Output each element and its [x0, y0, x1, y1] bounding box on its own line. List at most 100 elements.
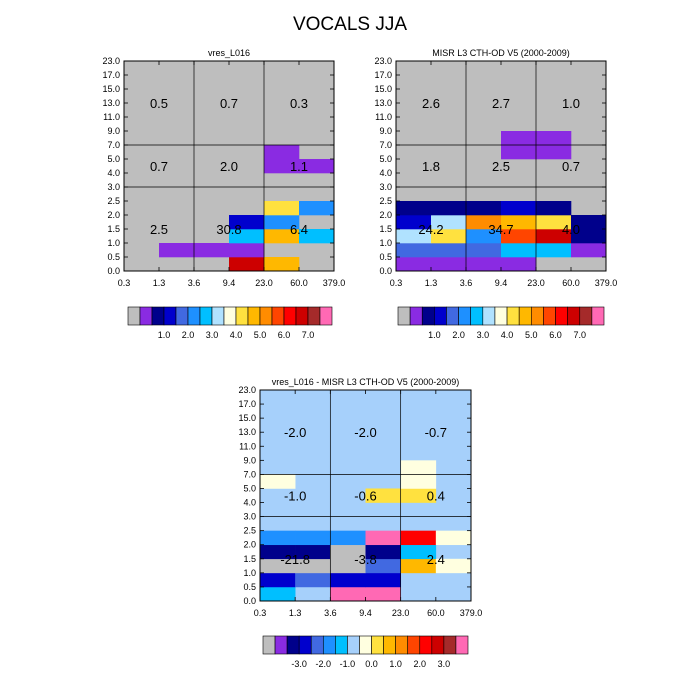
box-summary-label: -2.0: [354, 425, 376, 440]
box-summary-label: 0.4: [427, 489, 445, 504]
heatmap-cell: [229, 229, 265, 244]
heatmap-cell: [466, 215, 502, 230]
heatmap-cell: [365, 544, 401, 560]
colorbar-swatch: [187, 306, 201, 326]
heatmap-cell: [571, 243, 607, 258]
y-tick-label: 11.0: [239, 441, 256, 451]
y-tick-label: 0.5: [243, 582, 256, 592]
colorbar-swatch: [211, 306, 225, 326]
y-tick-label: 13.0: [102, 98, 120, 108]
heatmap-cell: [260, 572, 296, 588]
box-summary-label: 0.7: [150, 159, 168, 174]
colorbar-swatch: [443, 635, 457, 655]
heatmap-cell: [260, 530, 296, 546]
colorbar-swatch: [470, 306, 484, 326]
colorbar-swatch: [530, 306, 544, 326]
heatmap-cell: [260, 586, 296, 602]
heatmap-cell: [365, 586, 401, 602]
heatmap-cell: [396, 229, 432, 244]
colorbar-swatch: [518, 306, 532, 326]
colorbar-label: 3.0: [438, 659, 451, 669]
box-summary-label: -0.7: [425, 425, 447, 440]
colorbar-swatch: [175, 306, 189, 326]
y-tick-label: 2.0: [379, 210, 392, 220]
box-summary-label: -3.8: [354, 552, 376, 567]
box-summary-label: 2.6: [422, 96, 440, 111]
heatmap-cell: [295, 558, 331, 574]
heatmap-cell: [431, 201, 467, 216]
panel-diff: 0.3 1.3 3.6 9.4 23.0 60.0 379.0 0.0 0.5 1.0 1.5 2.0…: [238, 377, 482, 669]
heatmap-cell: [264, 229, 300, 244]
heatmap-cell: [431, 257, 467, 272]
y-tick-label: 1.5: [107, 224, 120, 234]
heatmap-cell: [330, 530, 366, 546]
x-tick-label: 9.4: [223, 278, 236, 288]
x-tick-label: 1.3: [153, 278, 166, 288]
x-tick-label: 379.0: [460, 608, 483, 618]
box-summary-label: 2.0: [220, 159, 238, 174]
heatmap-cell: [400, 460, 437, 475]
heatmap-cell: [330, 544, 366, 560]
heatmap-cell: [501, 229, 537, 244]
x-tick-label: 60.0: [290, 278, 308, 288]
heatmap-cell: [365, 488, 401, 503]
y-tick-label: 4.0: [243, 498, 256, 508]
heatmap-cell: [365, 530, 401, 546]
heatmap-cell: [571, 215, 607, 230]
panels: 0.3 1.3 3.6 9.4 23.0 60.0 379.0 0.0 0.5 1.0 1.5 2.0…: [102, 48, 617, 669]
box-summary-label: 24.2: [418, 222, 443, 237]
y-tick-label: 3.0: [107, 182, 120, 192]
colorbar-swatch: [283, 306, 297, 326]
heatmap-cell: [194, 243, 230, 258]
colorbar-swatch: [395, 635, 409, 655]
box-summary-label: 2.5: [492, 159, 510, 174]
heatmap-cell: [466, 201, 502, 216]
colorbar-swatch: [151, 306, 165, 326]
colorbar-label: 1.0: [158, 330, 171, 340]
colorbar-swatch: [579, 306, 593, 326]
heatmap-cell: [536, 131, 572, 146]
heatmap-cell: [400, 488, 437, 503]
y-tick-label: 5.0: [107, 154, 120, 164]
colorbar-label: 4.0: [230, 330, 243, 340]
y-tick-label: 0.0: [107, 266, 120, 276]
x-tick-label: 0.3: [390, 278, 403, 288]
heatmap-cell: [536, 229, 572, 244]
colorbar-label: 2.0: [452, 330, 465, 340]
colorbar-swatch: [506, 306, 520, 326]
y-tick-label: 1.5: [243, 554, 256, 564]
heatmap-cell: [159, 243, 195, 258]
y-tick-label: 2.5: [107, 196, 120, 206]
heatmap-cell: [501, 131, 537, 146]
heatmap-cell: [396, 201, 432, 216]
colorbar-label: 3.0: [477, 330, 490, 340]
box-summary-label: 2.7: [492, 96, 510, 111]
box-summary-label: 0.3: [290, 96, 308, 111]
y-tick-label: 17.0: [374, 70, 392, 80]
heatmap-cell: [295, 530, 331, 546]
heatmap-cell: [260, 474, 296, 489]
colorbar-swatch: [421, 306, 435, 326]
colorbar-swatch: [310, 635, 324, 655]
colorbar-swatch: [163, 306, 177, 326]
colorbar-swatch: [434, 306, 447, 326]
colorbar-label: -3.0: [291, 659, 307, 669]
colorbar-swatch: [555, 306, 568, 326]
box-summary-label: 6.4: [290, 222, 308, 237]
x-tick-label: 379.0: [323, 278, 346, 288]
colorbar-swatch: [359, 635, 372, 655]
colorbar-label: 2.0: [182, 330, 195, 340]
box-summary-label: 0.5: [150, 96, 168, 111]
colorbar-label: 3.0: [206, 330, 219, 340]
colorbar-label: 5.0: [254, 330, 267, 340]
x-tick-label: 3.6: [324, 608, 337, 618]
heatmap-cell: [264, 201, 300, 216]
heatmap-cell: [330, 558, 366, 574]
box-summary-label: 2.4: [427, 552, 445, 567]
x-tick-label: 23.0: [527, 278, 545, 288]
y-tick-label: 0.0: [379, 266, 392, 276]
heatmap-cell: [229, 215, 265, 230]
heatmap-cell: [396, 257, 432, 272]
colorbar-swatch: [319, 306, 333, 326]
